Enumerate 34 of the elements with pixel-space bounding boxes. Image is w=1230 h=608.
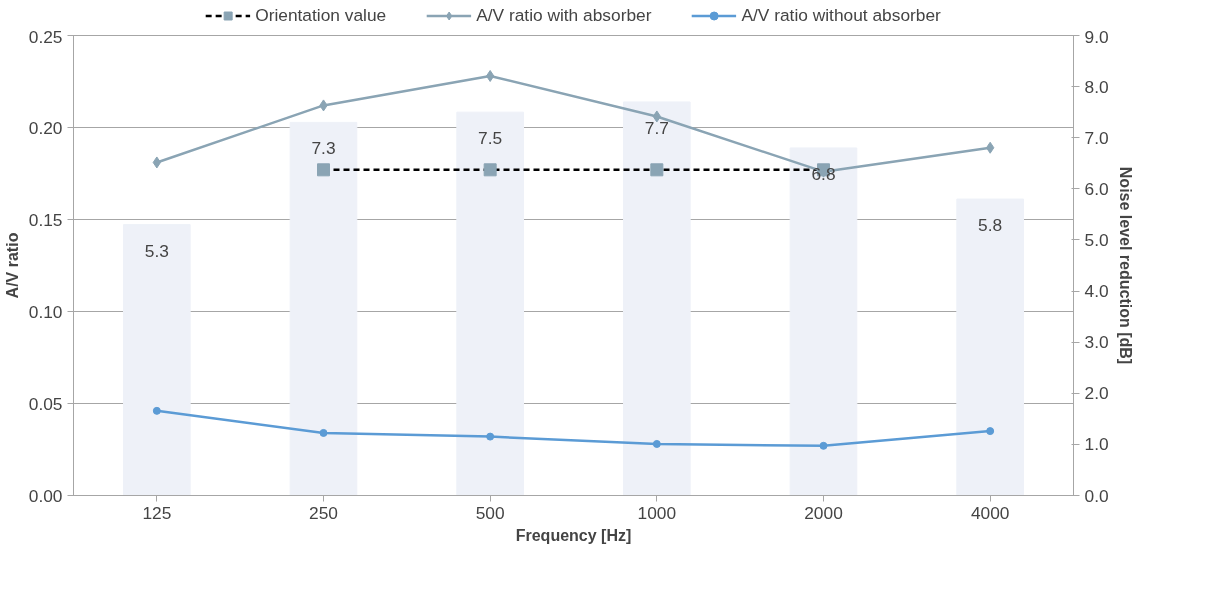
data-label: 6.8 bbox=[811, 163, 836, 184]
data-label: 7.5 bbox=[478, 128, 503, 149]
x-tick-label: 2000 bbox=[804, 502, 843, 523]
y2-tick-label: 9.0 bbox=[1084, 26, 1109, 47]
y2-tick-label: 7.0 bbox=[1084, 127, 1109, 148]
data-label: 7.7 bbox=[644, 117, 669, 138]
x-tick-label: 1000 bbox=[637, 502, 677, 523]
y2-tick-label: 3.0 bbox=[1084, 332, 1109, 353]
y2-axis-title: Noise level reduction [dB] bbox=[1116, 166, 1134, 365]
x-axis-title: Frequency [Hz] bbox=[515, 526, 632, 544]
y2-tick-label: 4.0 bbox=[1084, 281, 1109, 302]
x-tick-label: 500 bbox=[475, 502, 505, 523]
legend-label: A/V ratio with absorber bbox=[476, 4, 652, 26]
data-label: 5.8 bbox=[978, 215, 1003, 236]
y2-tick-label: 2.0 bbox=[1084, 383, 1109, 404]
data-label: 5.3 bbox=[144, 240, 169, 261]
y2-tick-label: 6.0 bbox=[1084, 178, 1109, 199]
x-tick-label: 4000 bbox=[970, 502, 1010, 523]
x-tick-label: 250 bbox=[309, 502, 338, 523]
y-tick-label: 0.25 bbox=[28, 26, 63, 47]
x-tick-label: 125 bbox=[142, 502, 172, 523]
y-tick-label: 0.10 bbox=[28, 301, 63, 322]
y2-tick-label: 1.0 bbox=[1084, 434, 1109, 455]
y2-tick-label: 5.0 bbox=[1084, 229, 1109, 250]
y2-tick-label: 0.0 bbox=[1084, 485, 1109, 506]
y2-tick-label: 8.0 bbox=[1084, 76, 1109, 97]
legend-label: Orientation value bbox=[255, 4, 387, 26]
data-label: 7.3 bbox=[311, 138, 336, 159]
y-axis-title: A/V ratio bbox=[3, 232, 21, 299]
y-tick-label: 0.20 bbox=[28, 117, 63, 138]
y-tick-label: 0.00 bbox=[28, 485, 63, 506]
legend-label: A/V ratio without absorber bbox=[741, 4, 941, 26]
y-tick-label: 0.15 bbox=[28, 209, 63, 230]
y-tick-label: 0.05 bbox=[28, 393, 63, 414]
